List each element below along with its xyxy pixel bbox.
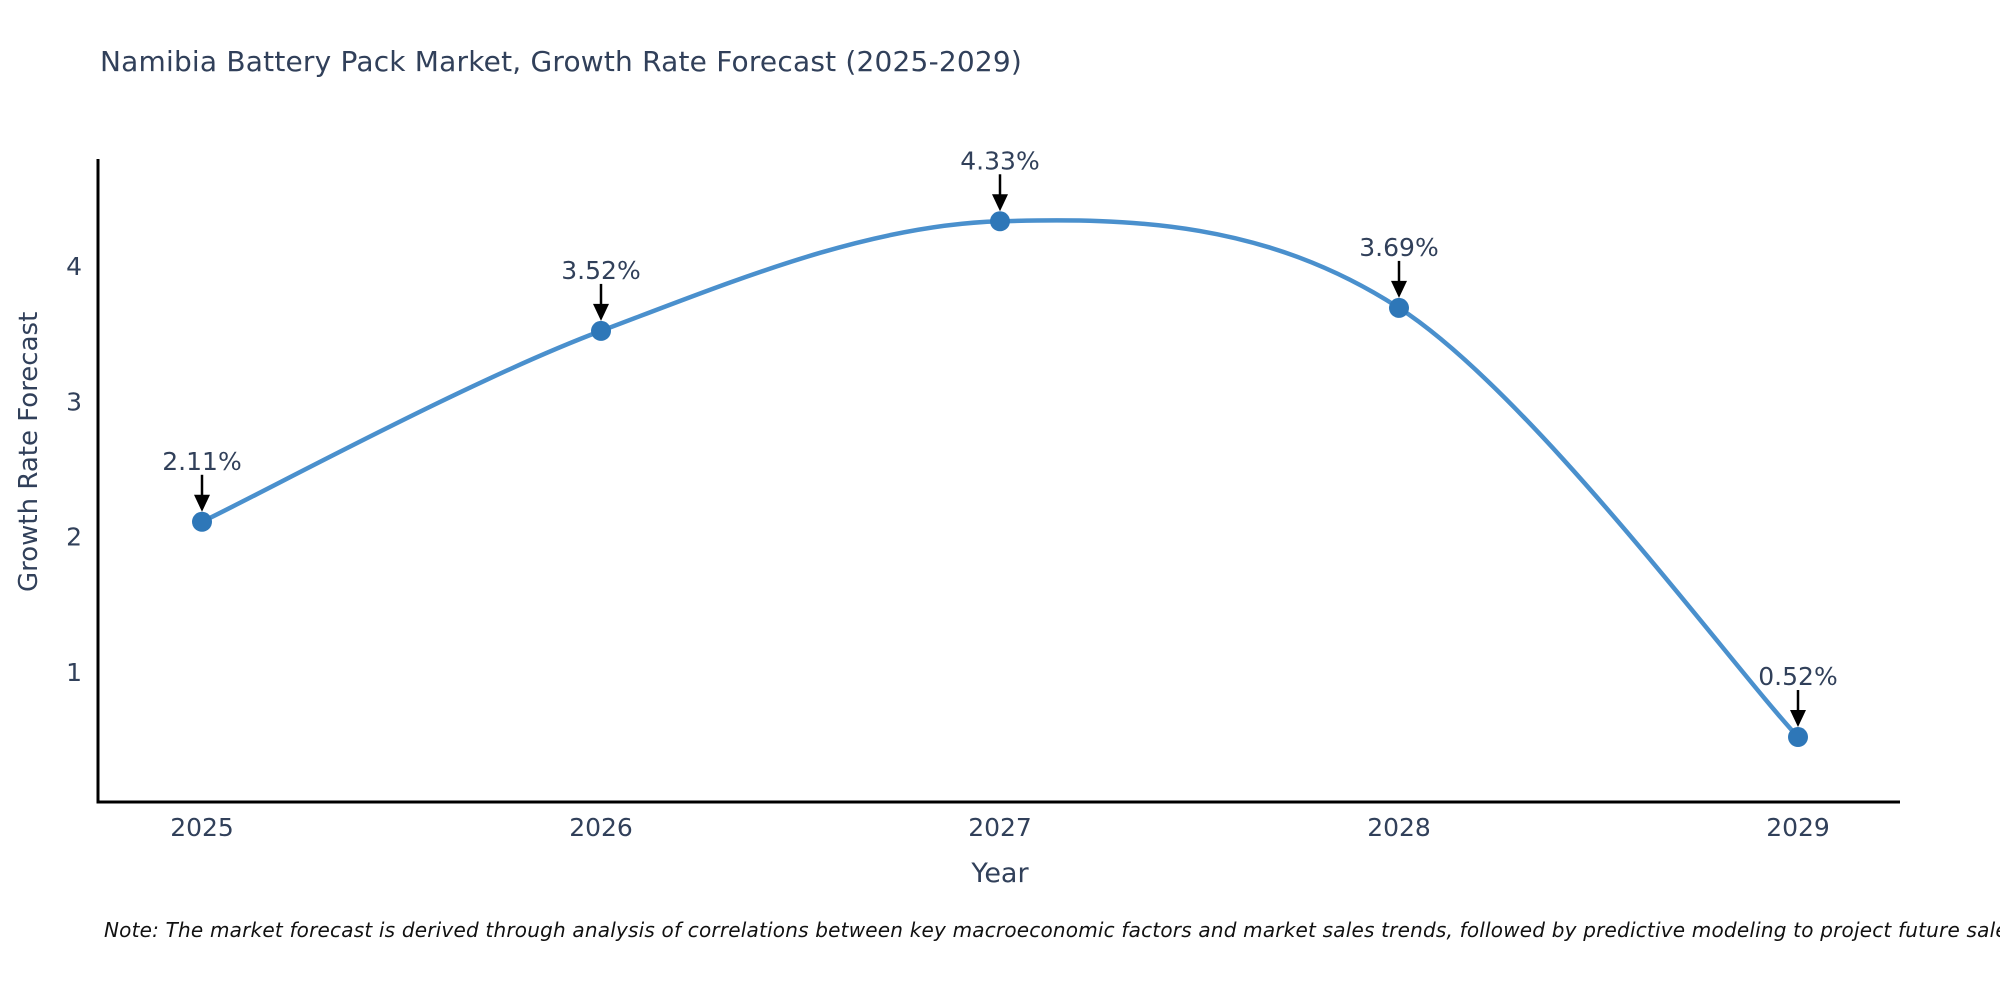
x-tick-label-2026: 2026 xyxy=(569,813,633,842)
annotation-arrowhead-2029 xyxy=(1790,710,1806,728)
x-tick-label-2027: 2027 xyxy=(968,813,1032,842)
y-tick-label-3: 3 xyxy=(66,387,82,416)
data-point-2028[interactable] xyxy=(1389,297,1409,318)
data-label-2029: 0.52% xyxy=(1758,662,1837,691)
data-label-2026: 3.52% xyxy=(561,256,640,285)
data-point-2027[interactable] xyxy=(990,211,1010,232)
y-tick-label-2: 2 xyxy=(66,523,82,552)
data-point-2025[interactable] xyxy=(192,511,212,532)
axis-spines xyxy=(96,159,1900,804)
data-point-2026[interactable] xyxy=(591,320,611,341)
x-tick-label-2029: 2029 xyxy=(1766,813,1830,842)
forecast-line xyxy=(199,218,1801,740)
annotation-arrowhead-2028 xyxy=(1391,280,1407,298)
data-label-2028: 3.69% xyxy=(1359,233,1438,262)
annotation-arrowhead-2025 xyxy=(194,494,210,512)
chart-title: Namibia Battery Pack Market, Growth Rate… xyxy=(100,45,1023,78)
y-tick-label-4: 4 xyxy=(66,252,82,281)
y-tick-label-1: 1 xyxy=(66,658,82,687)
data-point-2029[interactable] xyxy=(1788,727,1808,748)
annotation-arrowhead-2027 xyxy=(992,194,1008,212)
data-label-2025: 2.11% xyxy=(162,447,241,476)
data-label-2027: 4.33% xyxy=(960,146,1039,175)
annotation-arrowhead-2026 xyxy=(593,303,609,321)
x-tick-label-2025: 2025 xyxy=(170,813,234,842)
footnote: Note: The market forecast is derived thr… xyxy=(104,918,2000,942)
x-tick-label-2028: 2028 xyxy=(1367,813,1431,842)
x-axis-title: Year xyxy=(971,858,1029,889)
